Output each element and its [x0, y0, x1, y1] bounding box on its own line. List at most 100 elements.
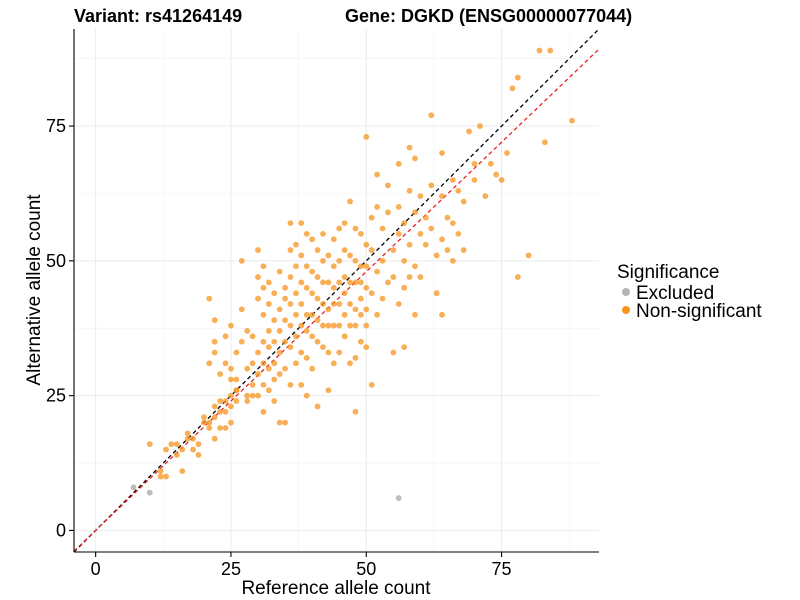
- data-point-non-significant: [255, 295, 261, 302]
- x-axis-ticks: 0 25 50 75: [91, 552, 512, 579]
- data-points: [130, 47, 575, 501]
- data-point-non-significant: [314, 295, 321, 302]
- data-point-non-significant: [477, 123, 483, 129]
- data-point-non-significant: [341, 274, 348, 280]
- data-point-non-significant: [190, 446, 196, 453]
- chart-title-variant: Variant: rs41264149: [74, 6, 242, 26]
- legend: Significance Excluded Non-significant: [617, 262, 762, 322]
- data-point-non-significant: [395, 230, 402, 237]
- data-point-excluded: [130, 484, 137, 491]
- data-point-non-significant: [363, 306, 370, 313]
- data-point-non-significant: [374, 311, 380, 318]
- data-point-non-significant: [309, 333, 316, 340]
- data-point-non-significant: [206, 419, 213, 426]
- data-point-non-significant: [439, 311, 445, 318]
- data-point-non-significant: [347, 252, 353, 259]
- data-point-non-significant: [249, 381, 256, 388]
- data-point-non-significant: [228, 322, 234, 329]
- data-point-non-significant: [255, 247, 261, 253]
- data-point-non-significant: [206, 295, 213, 302]
- data-point-non-significant: [255, 371, 261, 377]
- data-point-non-significant: [390, 247, 397, 253]
- data-point-non-significant: [330, 263, 337, 270]
- data-point-non-significant: [293, 241, 299, 248]
- data-point-non-significant: [357, 295, 364, 302]
- data-point-non-significant: [455, 187, 462, 194]
- data-point-non-significant: [363, 344, 370, 351]
- data-point-non-significant: [222, 398, 229, 404]
- reference-line-fitted: [74, 48, 599, 552]
- data-point-non-significant: [163, 446, 169, 453]
- data-point-non-significant: [412, 209, 418, 216]
- data-point-non-significant: [260, 311, 267, 318]
- data-point-non-significant: [336, 257, 343, 264]
- data-point-non-significant: [325, 322, 332, 329]
- data-point-non-significant: [514, 274, 521, 280]
- data-point-non-significant: [352, 225, 359, 232]
- data-point-non-significant: [341, 220, 348, 227]
- data-point-non-significant: [336, 225, 343, 232]
- data-point-non-significant: [314, 317, 321, 324]
- data-point-non-significant: [314, 338, 321, 345]
- data-point-non-significant: [282, 295, 288, 302]
- data-point-non-significant: [330, 322, 337, 329]
- data-point-non-significant: [363, 263, 370, 270]
- data-point-non-significant: [514, 74, 521, 81]
- data-point-non-significant: [303, 392, 310, 399]
- data-point-non-significant: [271, 290, 278, 297]
- data-point-non-significant: [412, 155, 418, 162]
- data-point-non-significant: [233, 349, 240, 356]
- data-point-non-significant: [330, 360, 337, 367]
- data-point-non-significant: [374, 204, 380, 210]
- data-point-non-significant: [363, 284, 370, 291]
- data-point-non-significant: [255, 392, 261, 399]
- data-point-non-significant: [368, 290, 375, 297]
- data-point-non-significant: [466, 128, 473, 135]
- data-point-non-significant: [314, 403, 321, 410]
- data-point-non-significant: [379, 295, 386, 302]
- legend-label-excluded: Excluded: [636, 283, 714, 304]
- data-point-non-significant: [276, 268, 283, 275]
- data-point-non-significant: [211, 338, 218, 345]
- data-point-non-significant: [303, 354, 310, 361]
- data-point-non-significant: [330, 301, 337, 307]
- data-point-non-significant: [336, 301, 343, 307]
- y-tick-label: 75: [46, 116, 66, 136]
- data-point-non-significant: [428, 225, 435, 232]
- data-point-non-significant: [385, 279, 391, 286]
- data-point-non-significant: [271, 398, 278, 404]
- data-point-non-significant: [417, 193, 424, 200]
- data-point-non-significant: [395, 160, 402, 167]
- data-point-non-significant: [222, 425, 229, 431]
- data-point-non-significant: [449, 220, 456, 227]
- data-point-non-significant: [265, 279, 272, 286]
- data-point-non-significant: [406, 144, 413, 151]
- data-point-non-significant: [352, 306, 359, 313]
- data-point-non-significant: [282, 419, 288, 426]
- data-point-non-significant: [190, 435, 196, 442]
- data-point-non-significant: [569, 117, 575, 124]
- chart-title-gene: Gene: DGKD (ENSG00000077044): [345, 6, 632, 26]
- data-point-non-significant: [320, 322, 326, 329]
- data-point-non-significant: [276, 419, 283, 426]
- data-point-non-significant: [244, 392, 251, 399]
- legend-title: Significance: [617, 262, 719, 283]
- data-point-non-significant: [347, 360, 353, 367]
- data-point-non-significant: [401, 344, 408, 351]
- data-point-non-significant: [293, 360, 299, 367]
- data-point-non-significant: [238, 306, 245, 313]
- data-point-non-significant: [368, 247, 375, 253]
- data-point-non-significant: [265, 344, 272, 351]
- data-point-non-significant: [509, 85, 516, 92]
- data-point-non-significant: [195, 441, 202, 448]
- data-point-non-significant: [352, 408, 359, 415]
- data-point-non-significant: [298, 220, 305, 227]
- data-point-non-significant: [157, 473, 164, 480]
- y-tick-label: 25: [46, 386, 66, 406]
- data-point-non-significant: [395, 204, 402, 210]
- data-point-non-significant: [325, 349, 332, 356]
- data-point-non-significant: [287, 247, 294, 253]
- data-point-non-significant: [195, 452, 202, 458]
- data-point-non-significant: [260, 381, 267, 388]
